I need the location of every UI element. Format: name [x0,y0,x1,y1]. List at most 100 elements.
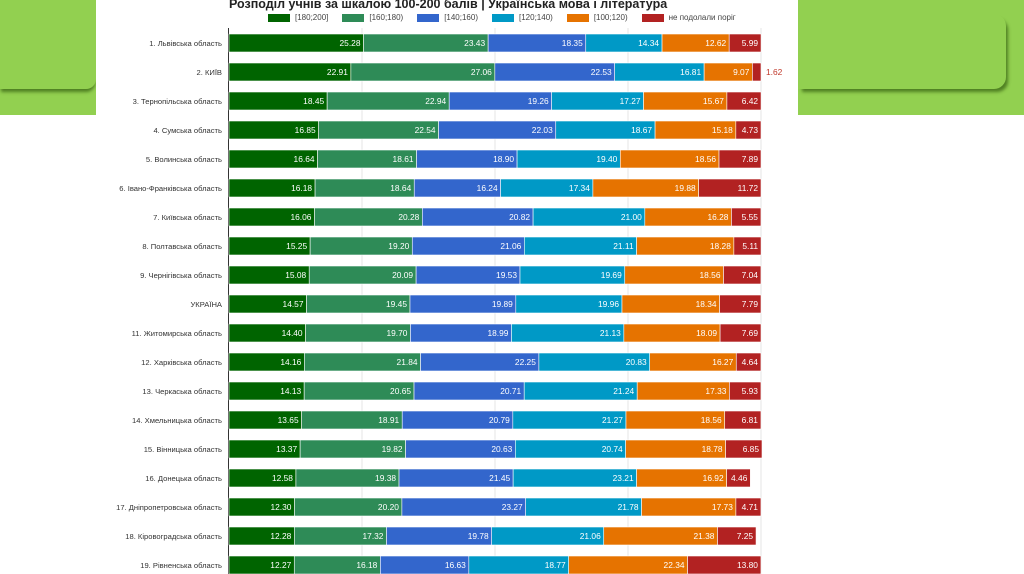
data-label: 17.27 [620,96,641,106]
slide-header-tab-left [0,14,96,89]
data-label: 12.28 [270,531,291,541]
bar-segment[interactable] [731,207,762,227]
data-label: 16.63 [445,560,466,570]
data-label: 16.27 [712,357,733,367]
data-label: 6.81 [742,415,759,425]
data-label: 14.40 [282,328,303,338]
data-label: 4.64 [742,357,759,367]
data-label: 19.45 [386,299,407,309]
data-label: 21.27 [602,415,623,425]
bar-segment[interactable] [726,91,762,111]
legend-item[interactable]: [100;120) [566,13,628,22]
category-label: 13. Черкаська область [142,387,222,396]
bar-segment[interactable] [735,352,762,372]
data-label: 12.30 [270,502,291,512]
bar-segment[interactable] [733,236,762,256]
slide-header-tab-right [798,14,1006,89]
bar-segment[interactable] [726,468,751,488]
bar-segment[interactable] [729,381,762,401]
data-label: 21.45 [489,473,510,483]
data-label: 17.33 [705,386,726,396]
bar-segment[interactable] [725,439,763,459]
category-label: 5. Волинська область [146,155,222,164]
data-label: 19.78 [468,531,489,541]
data-label: 18.28 [710,241,731,251]
data-label: 18.99 [487,328,508,338]
category-label: 17. Дніпропетровська область [116,503,222,512]
data-label: 6.85 [743,444,760,454]
bar-segment[interactable] [735,497,762,517]
legend-swatch [492,13,514,22]
data-label: 19.82 [382,444,403,454]
data-label: 18.91 [378,415,399,425]
data-label: 19.89 [492,299,513,309]
category-label: 1. Львівська область [149,39,222,48]
legend-swatch [417,13,440,22]
legend-item[interactable]: [120;140) [492,13,553,22]
bar-segment[interactable] [735,120,762,140]
category-label: 6. Івано-Франківська область [119,184,222,193]
data-label: 21.38 [694,531,715,541]
legend-swatch [342,13,365,22]
legend-item[interactable]: [180;200] [268,13,328,22]
data-label: 16.81 [680,67,701,77]
data-label: 7.69 [742,328,759,338]
bar-segment[interactable] [728,33,762,53]
data-label: 13.37 [276,444,297,454]
data-label: 19.69 [601,270,622,280]
data-label: 13.65 [278,415,299,425]
data-label: 18.56 [695,154,716,164]
data-label: 27.06 [471,67,492,77]
category-label: 18. Кіровоградська область [125,532,222,541]
category-label: 15. Вінницька область [144,445,222,454]
data-label: 23.27 [502,502,523,512]
bar-segment[interactable] [717,526,757,546]
bar-segment[interactable] [687,555,762,574]
data-label: 18.45 [303,96,324,106]
data-label: 20.09 [392,270,413,280]
legend-swatch [566,13,589,22]
data-label: 18.90 [493,154,514,164]
data-label: 20.82 [509,212,530,222]
bar-segment[interactable] [719,294,762,314]
data-label: 22.34 [664,560,685,570]
data-label: 7.79 [742,299,759,309]
chart-title: Розподіл учнів за шкалою 100-200 балів |… [229,0,668,11]
data-label: 6.42 [742,96,759,106]
data-label: 18.56 [700,270,721,280]
data-label: 22.03 [532,125,553,135]
data-label: 4.46 [731,473,748,483]
data-label: 4.71 [742,502,759,512]
legend-item[interactable]: [140;160) [417,13,478,22]
bar-segment[interactable] [719,323,762,343]
data-label: 19.38 [375,473,396,483]
data-label: 14.34 [638,38,659,48]
data-label: 20.71 [500,386,521,396]
data-label: 16.24 [477,183,498,193]
data-label: 21.06 [500,241,521,251]
data-label: 21.11 [613,241,634,251]
data-label: 22.54 [415,125,436,135]
bar-segment[interactable] [698,178,762,198]
bar-segment[interactable] [723,265,762,285]
data-label: 19.26 [528,96,549,106]
data-label: 19.96 [598,299,619,309]
category-label: 16. Донецька область [145,474,222,483]
data-label: 16.06 [290,212,311,222]
legend-item[interactable]: [160;180) [342,13,403,22]
data-label: 21.13 [600,328,621,338]
data-label: 25.28 [340,38,361,48]
data-label: 14.16 [280,357,301,367]
bar-segment[interactable] [752,62,762,82]
bar-segment[interactable] [724,410,762,430]
bar-segment[interactable] [718,149,762,169]
data-label: 18.35 [562,38,583,48]
data-label: 18.67 [631,125,652,135]
category-label: УКРАЇНА [190,300,222,309]
data-label: 18.78 [702,444,723,454]
category-label: 14. Хмельницька область [132,416,222,425]
data-label: 19.88 [675,183,696,193]
data-label: 18.34 [696,299,717,309]
legend-item[interactable]: не подолали поріг [641,13,736,22]
data-label: 21.00 [621,212,642,222]
